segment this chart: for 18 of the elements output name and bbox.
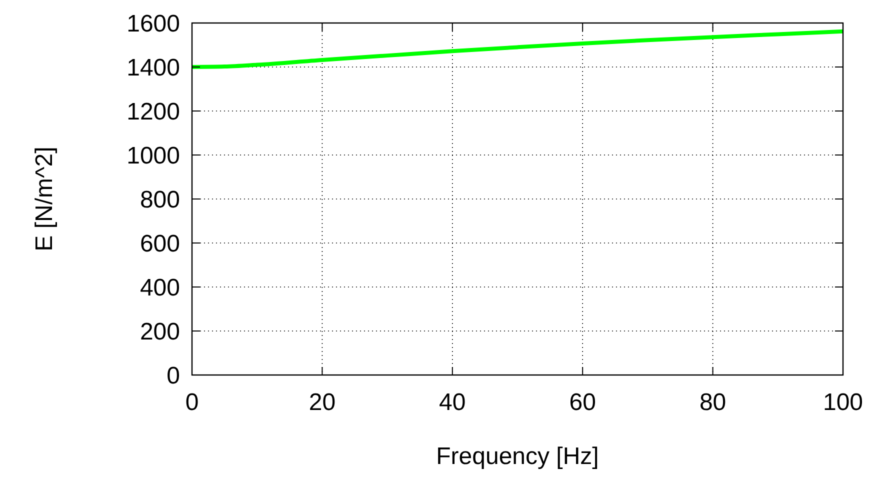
y-tick-label: 1400 — [126, 54, 180, 82]
y-tick-label: 600 — [140, 230, 180, 258]
x-tick-label: 60 — [569, 389, 596, 416]
x-axis-title: Frequency [Hz] — [436, 443, 599, 470]
x-tick-label: 80 — [699, 389, 726, 416]
y-tick-label: 1600 — [126, 10, 180, 38]
y-tick-label: 1000 — [126, 142, 180, 170]
x-tick-label: 20 — [308, 389, 336, 416]
y-tick-label: 800 — [140, 186, 180, 214]
y-axis-title: E [N/m^2] — [31, 146, 58, 252]
x-tick-label: 40 — [439, 389, 466, 416]
y-tick-label: 400 — [140, 274, 180, 302]
y-tick-label: 200 — [140, 318, 180, 346]
y-tick-label: 1200 — [126, 98, 180, 126]
line-series — [190, 29, 845, 69]
y-tick-label: 0 — [166, 362, 180, 390]
x-tick-label: 0 — [185, 389, 199, 416]
x-tick-label: 100 — [822, 389, 864, 416]
